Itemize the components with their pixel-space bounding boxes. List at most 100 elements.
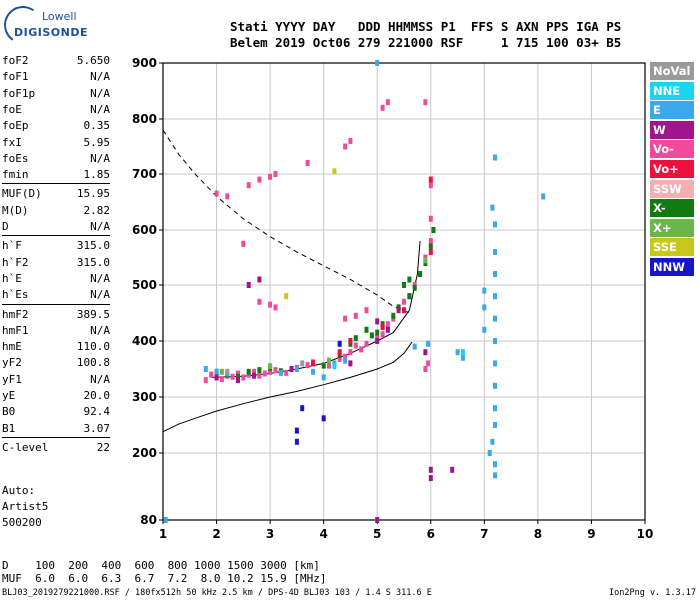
auto-label: Auto: [2, 484, 36, 497]
echo-point-e [460, 354, 465, 361]
echo-point-e [493, 293, 497, 300]
y-tick-label: 200 [132, 446, 157, 460]
param-separator [2, 183, 110, 185]
echo-point-x [236, 373, 240, 380]
echo-point-e [493, 405, 497, 412]
param-name: foF2 [2, 54, 29, 67]
x-tick-label: 2 [212, 527, 220, 541]
x-tick-label: 3 [266, 527, 274, 541]
echo-point-vo [343, 143, 348, 150]
echo-point-vo [236, 370, 240, 377]
echo-point-w [375, 338, 380, 344]
echo-point-vo [343, 315, 348, 322]
param-value: 315.0 [76, 255, 110, 269]
param-value: N/A [90, 102, 110, 116]
x-tick-label: 4 [319, 527, 327, 541]
echo-point-nnw [337, 340, 342, 347]
echo-point-vo [337, 355, 342, 362]
version-label: Ion2Png v. 1.3.17 [609, 588, 696, 598]
param-name: yE [2, 389, 16, 402]
echo-point-vo [380, 104, 385, 111]
param-row: foE N/A [2, 103, 110, 117]
param-name: h`E [2, 271, 22, 285]
echo-point-w [252, 372, 256, 379]
param-value: 5.650 [76, 54, 110, 67]
echo-point-e [214, 368, 219, 375]
echo-point-sse [332, 168, 337, 175]
echo-point-x [412, 284, 417, 291]
echo-point-e [375, 60, 380, 66]
echo-point-vo [428, 238, 433, 244]
y-tick-label: 800 [132, 112, 157, 126]
param-value: 3.07 [83, 421, 111, 435]
echo-point-vo [385, 321, 390, 328]
param-value: N/A [90, 151, 110, 165]
param-name: foEp [2, 119, 29, 133]
param-separator [2, 436, 110, 438]
echo-point-nnw [294, 427, 299, 434]
echo-point-vo [327, 362, 331, 369]
param-row: B0 92.4 [2, 405, 110, 419]
echo-point-vo [423, 366, 428, 372]
echo-point-e [482, 326, 487, 333]
echo-point-vo [230, 373, 235, 380]
echo-point-e [490, 204, 495, 211]
echo-point-x [375, 329, 380, 336]
y-tick-label: 900 [132, 56, 157, 70]
param-name: M(D) [2, 203, 29, 217]
echo-point-e [455, 349, 460, 356]
param-row: B1 3.07 [2, 422, 110, 436]
param-row: MUF(D) 15.95 [2, 187, 110, 201]
echo-point-e [490, 438, 495, 445]
echo-point-e [493, 472, 497, 479]
echo-point-w [428, 466, 433, 473]
echo-point-x [327, 357, 331, 364]
distance-muf-table: D 100 200 400 600 800 1000 1500 3000 [km… [2, 559, 327, 585]
param-row: hmE 110.0 [2, 340, 110, 354]
echo-point-e [321, 374, 326, 381]
echo-point-noval [225, 368, 230, 375]
echo-point-vo [337, 349, 342, 356]
param-value: 92.4 [83, 405, 111, 419]
echo-point-vo [305, 160, 310, 166]
echo-point-e [163, 517, 168, 523]
param-row: C-level 22 [2, 441, 110, 455]
legend-item: Vo+ [650, 160, 694, 178]
echo-point-x [402, 282, 406, 288]
param-row: fxI 5.95 [2, 136, 110, 150]
param-value: N/A [90, 271, 110, 285]
echo-point-vo [402, 307, 406, 314]
echo-point-vo [203, 377, 208, 384]
param-row: foEs N/A [2, 152, 110, 166]
station-header: Stati YYYY DAY DDD HHMMSS P1 FFS S AXN P… [230, 19, 621, 51]
echo-point-vo [380, 331, 385, 338]
echo-point-vo [380, 324, 385, 330]
echo-point-e [493, 221, 497, 228]
echo-point-x [268, 363, 273, 370]
echo-point-vo [428, 249, 433, 255]
param-row: fmin 1.85 [2, 168, 110, 182]
echo-point-vo [214, 190, 219, 197]
param-name: foEs [2, 151, 29, 165]
echo-point-e [487, 450, 492, 456]
digisonde-logo: Lowell DIGISONDE [0, 2, 102, 48]
muf-row: MUF 6.0 6.0 6.3 6.7 7.2 8.0 10.2 15.9 [M… [2, 572, 327, 585]
param-separator [2, 303, 110, 305]
param-name: h`F [2, 239, 22, 253]
echo-point-w [214, 374, 219, 381]
param-row: h`E N/A [2, 272, 110, 286]
x-tick-label: 6 [427, 527, 435, 541]
echo-point-vo [241, 374, 246, 381]
dashed-profile-curve [162, 129, 410, 314]
echo-point-e [278, 369, 283, 376]
echo-point-vo [353, 342, 358, 349]
echo-point-e [426, 340, 431, 347]
y-tick-label: 500 [132, 278, 157, 292]
echo-point-vo [262, 370, 267, 377]
echo-point-e [493, 382, 497, 389]
autoscaling-info: Auto: Artist5 500200 [2, 483, 48, 531]
param-name: B0 [2, 405, 16, 419]
legend-item: SSW [650, 179, 694, 198]
echo-point-nnw [321, 415, 326, 422]
param-row: h`F 315.0 [2, 239, 110, 253]
